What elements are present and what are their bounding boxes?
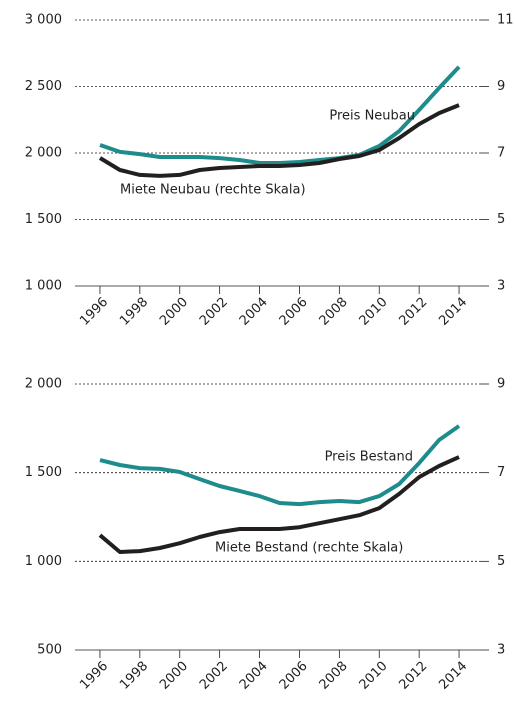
series-label: Miete Bestand (rechte Skala) [215, 541, 403, 556]
y2-tick-label: 9 [497, 79, 505, 94]
x-tick-label: 2000 [157, 659, 191, 693]
series-line [98, 455, 460, 554]
x-tick-label: 2002 [197, 659, 231, 693]
x-tick-label: 1998 [117, 295, 151, 329]
series-line [98, 103, 460, 178]
x-tick-label: 2010 [357, 659, 391, 693]
y-tick-label: 500 [37, 643, 62, 658]
x-tick-label: 1996 [77, 659, 111, 693]
y-tick-label: 1 000 [25, 279, 62, 294]
series-line [99, 424, 461, 507]
y-tick-label: 1 500 [25, 212, 62, 227]
series-label: Preis Neubau [329, 109, 415, 124]
series-line [99, 65, 461, 165]
x-tick-label: 2008 [317, 295, 351, 329]
x-tick-label: 2008 [317, 659, 351, 693]
x-tick-label: 2002 [197, 295, 231, 329]
x-tick-label: 1998 [117, 659, 151, 693]
x-tick-label: 2000 [157, 295, 191, 329]
x-tick-label: 2014 [436, 659, 470, 693]
x-tick-label: 2004 [237, 659, 271, 693]
x-tick-label: 2012 [396, 659, 430, 693]
x-tick-label: 1996 [77, 295, 111, 329]
y2-tick-label: 11 [497, 13, 514, 28]
y-tick-label: 2 000 [25, 146, 62, 161]
y-tick-label: 1 500 [25, 465, 62, 480]
y2-tick-label: 5 [497, 212, 505, 227]
x-tick-label: 2014 [436, 295, 470, 329]
series-label: Preis Bestand [325, 450, 413, 465]
x-tick-label: 2010 [357, 295, 391, 329]
series-label: Miete Neubau (rechte Skala) [120, 183, 306, 198]
x-tick-label: 2006 [277, 295, 311, 329]
y-tick-label: 2 000 [25, 377, 62, 392]
y2-tick-label: 5 [497, 554, 505, 569]
y2-tick-label: 7 [497, 146, 505, 161]
y-tick-label: 3 000 [25, 13, 62, 28]
y2-tick-label: 7 [497, 465, 505, 480]
y-tick-label: 2 500 [25, 79, 62, 94]
y-tick-label: 1 000 [25, 554, 62, 569]
y2-tick-label: 9 [497, 377, 505, 392]
x-tick-label: 2004 [237, 295, 271, 329]
y2-tick-label: 3 [497, 643, 505, 658]
y2-tick-label: 3 [497, 279, 505, 294]
x-tick-label: 2006 [277, 659, 311, 693]
x-tick-label: 2012 [396, 295, 430, 329]
